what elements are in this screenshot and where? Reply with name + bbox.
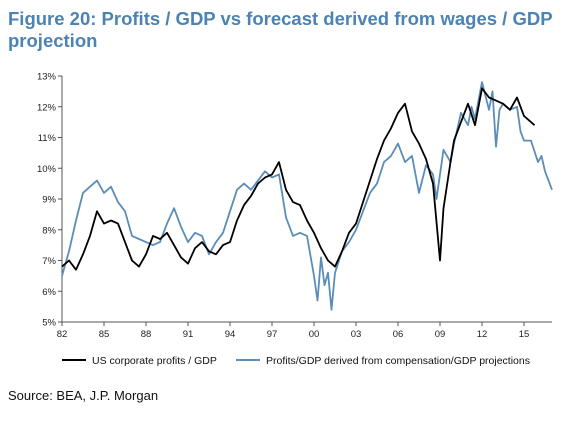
x-tick-label: 97	[267, 329, 278, 340]
y-tick-label: 9%	[42, 195, 56, 206]
y-tick-label: 6%	[42, 287, 56, 298]
x-tick-label: 91	[183, 329, 194, 340]
series-line-profits-gdp	[61, 87, 536, 271]
legend-item-profits-gdp-label: US corporate profits / GDP	[92, 355, 217, 367]
y-tick-label: 7%	[42, 256, 56, 267]
x-tick-label: 09	[435, 329, 446, 340]
y-tick-label: 12%	[37, 102, 57, 113]
y-tick-label: 13%	[37, 72, 57, 83]
series-layer	[61, 81, 553, 311]
x-tick-label: 03	[351, 329, 362, 340]
y-tick-label: 11%	[38, 133, 57, 144]
source-note: Source: BEA, J.P. Morgan	[8, 388, 159, 403]
x-tick-label: 06	[393, 329, 404, 340]
x-tick-label: 12	[477, 329, 488, 340]
x-tick-label: 85	[99, 329, 110, 340]
chart-title: Figure 20: Profits / GDP vs forecast der…	[8, 8, 553, 51]
y-tick-label: 8%	[42, 225, 56, 236]
x-tick-label: 82	[57, 329, 68, 340]
x-tick-label: 15	[519, 329, 530, 340]
x-tick-label: 94	[225, 329, 236, 340]
series-line-derived-projection	[61, 81, 553, 311]
y-tick-label: 5%	[42, 318, 56, 329]
x-tick-label: 88	[141, 329, 152, 340]
legend: US corporate profits / GDP Profits/GDP de…	[62, 355, 530, 367]
x-tick-label: 00	[309, 329, 320, 340]
axes: 5% 6% 7% 8% 9% 10% 11% 12% 13% 82 85 88 91 94 97 00 03 06…	[37, 72, 552, 340]
y-tick-label: 10%	[37, 164, 57, 175]
legend-item-derived-projection-label: Profits/GDP derived from compensation/GD…	[266, 355, 530, 367]
